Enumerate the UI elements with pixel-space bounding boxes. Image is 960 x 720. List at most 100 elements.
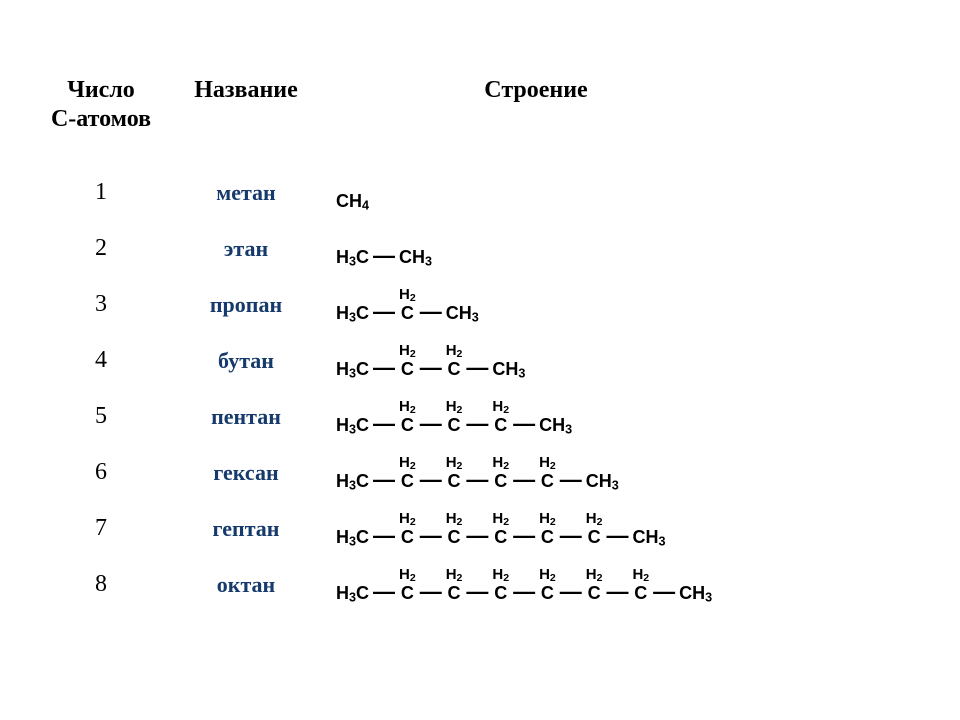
cell-number: 6 — [36, 459, 166, 492]
chem-group-base: H3C — [336, 248, 369, 266]
table-row: 3пропанH3C—H2C—CH3 — [36, 268, 960, 324]
chem-group: H2C — [446, 455, 463, 490]
bond-icon: — — [369, 527, 399, 546]
bond-icon: — — [369, 415, 399, 434]
table-row: 5пентанH3C—H2C—H2C—H2C—CH3 — [36, 380, 960, 436]
table-rows: 1метанCH42этанH3C—CH33пропанH3C—H2C—CH34… — [36, 156, 960, 604]
bond-icon: — — [462, 471, 492, 490]
chem-group: CH4 — [336, 192, 369, 210]
chem-group: H2 C — [586, 511, 603, 546]
chem-group-base: C — [541, 528, 554, 546]
chem-group-base: C — [541, 472, 554, 490]
chem-group: H2C — [492, 567, 509, 602]
cell-number: 5 — [36, 403, 166, 436]
bond-icon: — — [416, 527, 446, 546]
chem-group: H2 C — [539, 511, 556, 546]
chem-group-top: H2 — [492, 455, 509, 470]
chem-formula: H3C—H2C—CH3 — [336, 287, 960, 322]
bond-icon: — — [416, 471, 446, 490]
chem-group-top: H2 — [399, 567, 416, 582]
bond-icon: — — [369, 583, 399, 602]
bond-icon: — — [509, 527, 539, 546]
chem-group-base: CH3 — [679, 584, 712, 602]
chem-group-base: CH3 — [586, 472, 619, 490]
chem-group: H2C — [586, 567, 603, 602]
header-number-line2: С-атомов — [36, 105, 166, 134]
chem-group-base: C — [588, 584, 601, 602]
chem-group-base: H3C — [336, 584, 369, 602]
bond-icon: — — [602, 527, 632, 546]
chem-group-top: H2 — [632, 567, 649, 582]
chem-group-top: H2 — [492, 399, 509, 414]
table-row: 8октанH3C—H2C—H2C—H2C—H2C—H2C—H2C—CH3 — [36, 548, 960, 604]
chem-group: H2C — [446, 343, 463, 378]
bond-icon: — — [509, 583, 539, 602]
cell-name: метан — [166, 180, 326, 212]
chem-group: H2 C — [539, 455, 556, 490]
cell-number: 3 — [36, 291, 166, 324]
cell-number: 1 — [36, 179, 166, 212]
bond-icon: — — [369, 359, 399, 378]
cell-structure: H3C—H2C—H2C—H2C—CH3 — [326, 399, 960, 436]
chem-group-base: CH3 — [539, 416, 572, 434]
chem-group-top: H2 — [399, 287, 416, 302]
chem-group: H3C — [336, 472, 369, 490]
chem-group-base: C — [401, 584, 414, 602]
cell-name: октан — [166, 572, 326, 604]
chem-group-base: C — [448, 360, 461, 378]
chem-group-top: H2 — [446, 455, 463, 470]
cell-structure: H3C—CH3 — [326, 247, 960, 268]
cell-name: этан — [166, 236, 326, 268]
chem-group: H2C — [492, 399, 509, 434]
bond-icon: — — [509, 471, 539, 490]
chem-group: H2C — [399, 287, 416, 322]
chem-group-top: H2 — [446, 567, 463, 582]
chem-group-base: C — [634, 584, 647, 602]
chem-group-base: C — [401, 416, 414, 434]
chem-formula: H3C—H2C—H2C—H2C—H2C—H2C—H2C—CH3 — [336, 567, 960, 602]
chem-group: H2C — [492, 455, 509, 490]
chem-group-top: H2 — [539, 511, 556, 526]
bond-icon: — — [416, 359, 446, 378]
chem-group-base: C — [448, 528, 461, 546]
table-headers: Число С-атомов Название Строение — [36, 76, 960, 134]
header-structure: Строение — [326, 76, 746, 134]
chem-group: CH3 — [679, 584, 712, 602]
bond-icon: — — [462, 527, 492, 546]
alkane-table: Число С-атомов Название Строение 1метан C… — [0, 0, 960, 720]
chem-group-base: H3C — [336, 416, 369, 434]
chem-group: CH3 — [539, 416, 572, 434]
cell-structure: H3C—H2C—H2C—H2C—H2C—H2C—H2C—CH3 — [326, 567, 960, 604]
bond-icon: — — [416, 583, 446, 602]
chem-group: CH3 — [586, 472, 619, 490]
table-row: 1метан CH4 — [36, 156, 960, 212]
chem-group: H2C — [539, 567, 556, 602]
table-row: 2этанH3C—CH3 — [36, 212, 960, 268]
chem-group-base: C — [541, 584, 554, 602]
chem-group-top: H2 — [399, 399, 416, 414]
chem-group: H2C — [492, 511, 509, 546]
chem-group-top: H2 — [586, 511, 603, 526]
bond-icon: — — [556, 583, 586, 602]
header-number: Число С-атомов — [36, 76, 166, 134]
chem-formula: H3C—H2C—H2C—H2C—CH3 — [336, 399, 960, 434]
chem-group-base: C — [588, 528, 601, 546]
chem-group-base: C — [494, 584, 507, 602]
chem-group-top: H2 — [539, 455, 556, 470]
chem-group-base: C — [494, 528, 507, 546]
chem-group-base: C — [401, 360, 414, 378]
chem-formula: H3C—CH3 — [336, 247, 960, 266]
chem-group-top: H2 — [399, 511, 416, 526]
chem-group: CH3 — [632, 528, 665, 546]
chem-formula: H3C—H2C—H2C—CH3 — [336, 343, 960, 378]
bond-icon: — — [369, 471, 399, 490]
chem-group: CH3 — [446, 304, 479, 322]
bond-icon: — — [462, 415, 492, 434]
chem-group: H2C — [446, 511, 463, 546]
chem-group: H2 C — [399, 567, 416, 602]
cell-number: 8 — [36, 571, 166, 604]
chem-formula: CH4 — [336, 192, 960, 210]
bond-icon: — — [416, 415, 446, 434]
chem-group-base: CH3 — [446, 304, 479, 322]
bond-icon: — — [556, 527, 586, 546]
